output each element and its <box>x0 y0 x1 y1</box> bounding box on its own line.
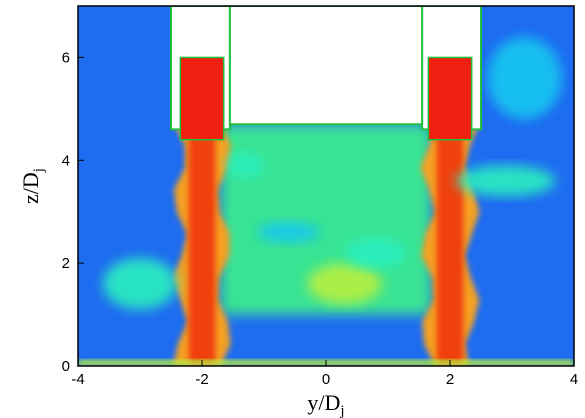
y-tick-label: 0 <box>62 358 70 375</box>
y-axis-label-main: z/D <box>18 172 43 204</box>
y-tick-label: 6 <box>62 49 70 66</box>
center-body <box>228 6 424 126</box>
x-tick-label: -4 <box>71 371 84 388</box>
left-jet-core <box>179 56 225 141</box>
x-axis-label: y/Dj <box>307 390 344 418</box>
y-tick-label: 4 <box>62 152 70 169</box>
x-axis-label-sub: j <box>339 403 344 418</box>
x-axis-label-main: y/D <box>307 390 340 415</box>
y-tick-label: 2 <box>62 255 70 272</box>
y-axis-label: z/Dj <box>18 168 47 204</box>
x-tick-label: -2 <box>195 371 208 388</box>
right-jet-core <box>427 56 473 141</box>
contour-region-blob-4 <box>307 263 382 305</box>
contour-region-blob-7 <box>257 222 320 243</box>
contour-region-blob-10 <box>102 258 178 310</box>
x-tick-label: 4 <box>570 371 578 388</box>
solid-bodies <box>170 6 482 141</box>
contour-region-blob-5 <box>226 152 264 179</box>
x-tick-label: 0 <box>322 371 330 388</box>
x-tick-label: 2 <box>446 371 454 388</box>
contour-region-blob-9 <box>487 36 562 120</box>
axis-ticks: -4 -2 0 2 4 0 2 4 6 <box>62 49 579 388</box>
contour-region-blob-8 <box>456 165 556 197</box>
contour-region-blob-6 <box>344 237 407 269</box>
y-axis-label-sub: j <box>31 168 47 173</box>
